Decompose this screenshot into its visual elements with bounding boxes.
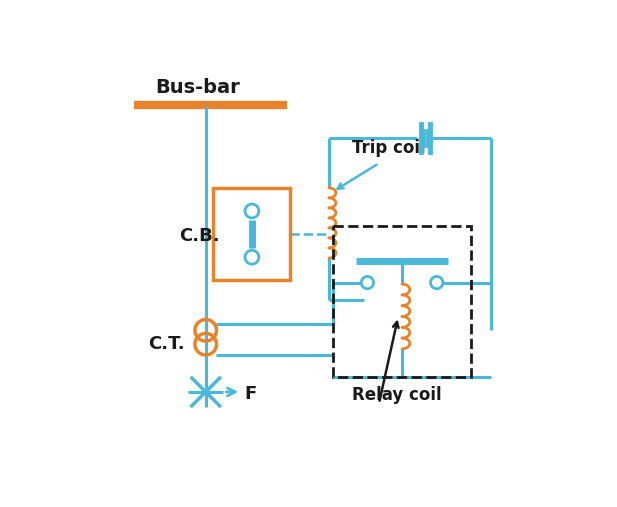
Text: Relay coil: Relay coil bbox=[352, 386, 442, 404]
Text: Bus-bar: Bus-bar bbox=[155, 78, 241, 97]
Bar bbox=[333, 227, 471, 377]
Bar bbox=[213, 188, 291, 280]
Text: Trip coil: Trip coil bbox=[352, 139, 426, 157]
Text: F: F bbox=[244, 385, 257, 403]
Text: C.T.: C.T. bbox=[148, 335, 184, 353]
Text: C.B.: C.B. bbox=[179, 228, 220, 245]
